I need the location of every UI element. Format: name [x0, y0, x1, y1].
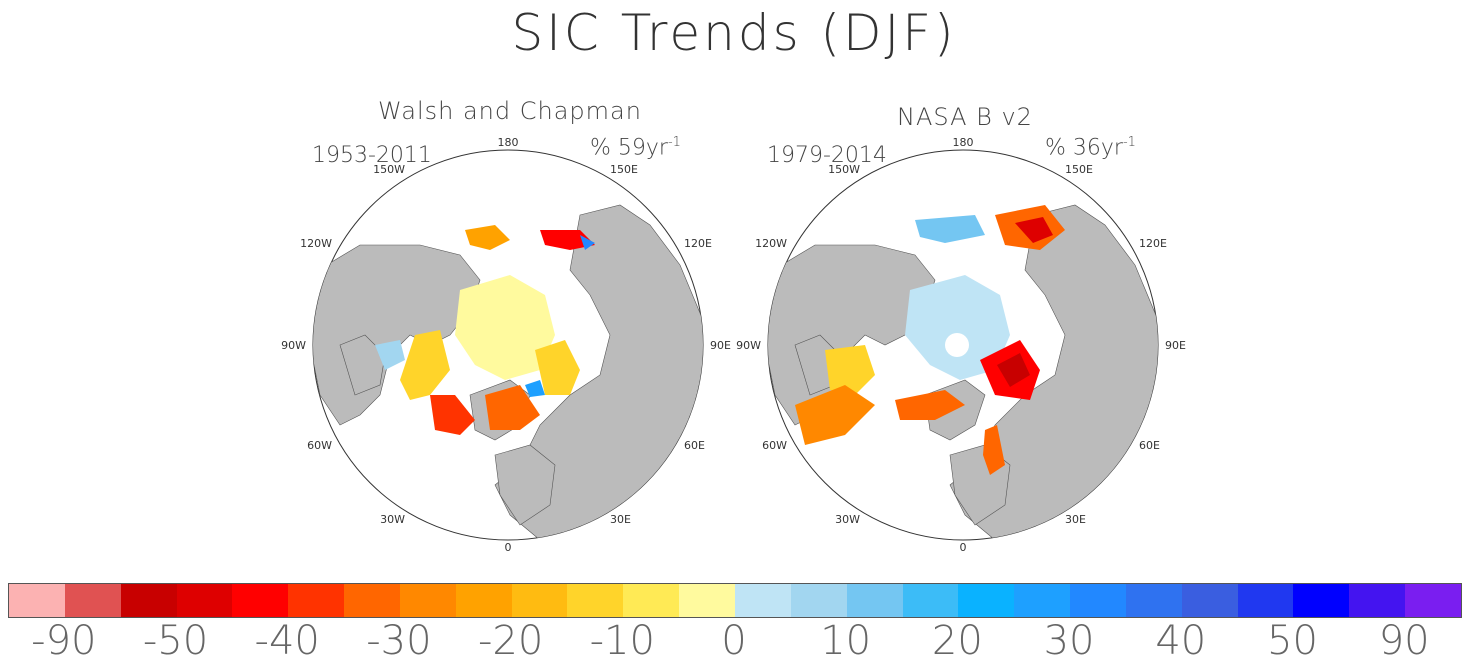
panel-title: Walsh and Chapman	[378, 97, 642, 125]
colorbar-label: -40	[254, 618, 320, 664]
trend-labrador-sea	[430, 395, 475, 435]
colorbar-label: 90	[1378, 618, 1430, 664]
unit-label: % 59yr-1	[590, 135, 681, 161]
colorbar	[8, 583, 1462, 618]
trend-svalbard-blue	[525, 380, 545, 397]
colorbar-cell	[902, 584, 959, 617]
lon-label-60e: 60E	[1139, 439, 1160, 452]
colorbar-label: 20	[931, 618, 983, 664]
figure-title: SIC Trends (DJF)	[511, 4, 957, 62]
colorbar-label: 50	[1267, 618, 1318, 664]
period-label: 1953-2011	[312, 143, 432, 168]
colorbar-cell	[1237, 584, 1294, 617]
panel-walsh-chapman: Walsh and Chapman 1953-2011 % 59yr-1 180	[280, 95, 740, 565]
trend-bering	[465, 225, 510, 250]
trend-okhotsk-blue	[580, 235, 595, 250]
lon-label-60w: 60W	[762, 439, 787, 452]
colorbar-cell	[567, 584, 624, 617]
trend-central-arctic	[905, 275, 1010, 380]
trend-pole-hole	[945, 333, 969, 357]
lon-label-90e: 90E	[1165, 339, 1186, 352]
colorbar-cell	[176, 584, 233, 617]
colorbar-cell	[455, 584, 512, 617]
colorbar-cell	[1405, 584, 1461, 617]
colorbar-cell	[1125, 584, 1182, 617]
lon-label-30w: 30W	[380, 513, 405, 526]
lon-label-120e: 120E	[1139, 237, 1167, 250]
trend-baffin	[400, 330, 450, 400]
colorbar-cell	[1181, 584, 1238, 617]
lon-label-120w: 120W	[300, 237, 332, 250]
trend-central-arctic	[455, 275, 555, 380]
period-label: 1979-2014	[767, 143, 887, 168]
lon-label-150e: 150E	[1065, 163, 1093, 176]
lon-label-30e: 30E	[610, 513, 631, 526]
lon-label-90e: 90E	[710, 339, 731, 352]
unit-label: % 36yr-1	[1045, 135, 1136, 161]
lon-label-60w: 60W	[307, 439, 332, 452]
colorbar-cell	[623, 584, 680, 617]
colorbar-labels: -90 -50 -40 -30 -20 -10 0 10 20 30 40 50 90	[8, 618, 1460, 666]
lon-label-180: 180	[953, 136, 974, 149]
colorbar-label: 10	[820, 618, 872, 664]
colorbar-label: -10	[589, 618, 655, 664]
colorbar-cell	[958, 584, 1015, 617]
colorbar-cell	[1293, 584, 1350, 617]
trend-baltic	[983, 425, 1005, 475]
lon-label-120e: 120E	[684, 237, 712, 250]
trend-greenland-sea	[895, 390, 965, 420]
colorbar-cell	[1070, 584, 1126, 617]
colorbar-cell	[232, 584, 289, 617]
colorbar-label: -30	[366, 618, 432, 664]
trend-greenland-sea	[485, 385, 540, 430]
colorbar-cell	[734, 584, 791, 617]
trend-bering	[915, 215, 985, 243]
lon-label-0: 0	[960, 541, 967, 554]
colorbar-label: 30	[1043, 618, 1095, 664]
colorbar-cell	[511, 584, 568, 617]
colorbar-label: -50	[142, 618, 209, 664]
lon-label-150w: 150W	[828, 163, 860, 176]
trend-baffin	[825, 345, 875, 395]
colorbar-label: -90	[31, 618, 97, 664]
lon-label-180: 180	[498, 136, 519, 149]
colorbar-cell	[790, 584, 847, 617]
colorbar-cell	[120, 584, 177, 617]
lon-label-90w: 90W	[281, 339, 306, 352]
panel-title: NASA B v2	[897, 103, 1033, 131]
colorbar-cell	[679, 584, 735, 617]
land-labrador	[339, 334, 386, 396]
panel-nasa-b-v2: NASA B v2 1979-2014 % 36yr-1 180 0 150W …	[735, 95, 1195, 565]
trend-labrador-sea	[795, 385, 875, 445]
polar-map: 180 0 150W 150E 120W 120E 90W 90E 60W 60…	[281, 136, 731, 554]
trend-hudson-bay	[375, 340, 405, 370]
trend-barents-inner	[997, 353, 1030, 387]
colorbar-cell	[9, 584, 65, 617]
polar-map: 180 0 150W 150E 120W 120E 90W 90E 60W 60…	[736, 136, 1186, 554]
trend-okhotsk-inner	[1015, 217, 1053, 243]
colorbar-label: 40	[1155, 618, 1207, 664]
lon-label-90w: 90W	[736, 339, 761, 352]
lon-label-0: 0	[505, 541, 512, 554]
lon-label-30w: 30W	[835, 513, 860, 526]
colorbar-cell	[846, 584, 903, 617]
lon-label-30e: 30E	[1065, 513, 1086, 526]
lon-label-60e: 60E	[684, 439, 705, 452]
colorbar-cell	[1014, 584, 1071, 617]
trend-barents-kara	[535, 340, 580, 395]
lon-label-120w: 120W	[755, 237, 787, 250]
colorbar-cell	[399, 584, 456, 617]
colorbar-label: -20	[477, 618, 544, 664]
colorbar-cell	[344, 584, 400, 617]
lon-label-150w: 150W	[373, 163, 405, 176]
land-europe	[494, 444, 556, 526]
colorbar-label: 0	[721, 618, 747, 664]
trend-okhotsk	[540, 230, 595, 250]
colorbar-cell	[1349, 584, 1406, 617]
lon-label-150e: 150E	[610, 163, 638, 176]
colorbar-cell	[64, 584, 121, 617]
colorbar-cell	[288, 584, 345, 617]
